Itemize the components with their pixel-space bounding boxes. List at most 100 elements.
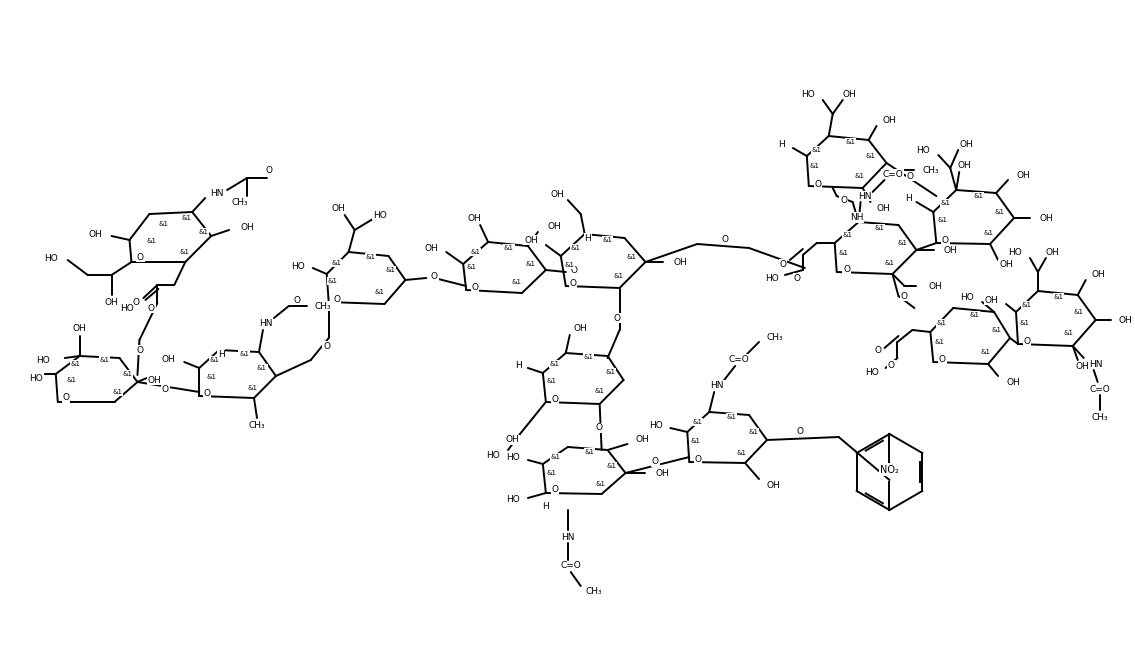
Text: OH: OH [1046, 247, 1060, 256]
Text: H: H [585, 233, 591, 242]
Text: &1: &1 [875, 225, 884, 231]
Text: O: O [651, 457, 659, 466]
Text: OH: OH [1040, 213, 1053, 222]
Text: &1: &1 [991, 327, 1001, 333]
Text: &1: &1 [983, 230, 993, 236]
Text: &1: &1 [690, 438, 700, 444]
Text: O: O [695, 455, 701, 463]
Text: H: H [905, 194, 911, 202]
Text: &1: &1 [466, 264, 477, 270]
Text: H: H [543, 502, 549, 511]
Text: O: O [62, 393, 69, 402]
Text: &1: &1 [936, 320, 947, 326]
Text: OH: OH [524, 236, 538, 244]
Text: &1: &1 [596, 481, 606, 487]
Text: HN: HN [561, 532, 574, 541]
Text: OH: OH [767, 481, 781, 490]
Text: &1: &1 [571, 245, 581, 251]
Text: &1: &1 [585, 449, 595, 455]
Text: &1: &1 [812, 147, 822, 153]
Text: O: O [840, 196, 847, 205]
Text: &1: &1 [375, 289, 385, 295]
Text: &1: &1 [969, 312, 980, 318]
Text: OH: OH [1076, 362, 1090, 371]
Text: &1: &1 [504, 245, 514, 251]
Text: &1: &1 [809, 163, 819, 169]
Text: &1: &1 [112, 389, 123, 395]
Text: CH₃: CH₃ [1092, 413, 1108, 421]
Text: CH₃: CH₃ [767, 333, 783, 342]
Text: O: O [843, 264, 850, 273]
Text: &1: &1 [386, 267, 395, 273]
Text: OH: OH [424, 244, 438, 253]
Text: OH: OH [883, 116, 897, 125]
Text: &1: &1 [994, 209, 1004, 215]
Text: H: H [218, 349, 225, 359]
Text: HO: HO [506, 495, 520, 505]
Text: &1: &1 [898, 240, 908, 246]
Text: O: O [722, 234, 729, 244]
Text: &1: &1 [159, 221, 168, 227]
Text: OH: OH [843, 90, 857, 98]
Text: O: O [874, 346, 881, 355]
Text: NO₂: NO₂ [880, 465, 899, 475]
Text: CH₃: CH₃ [232, 198, 249, 207]
Text: &1: &1 [884, 260, 894, 266]
Text: O: O [137, 253, 144, 262]
Text: HO: HO [801, 90, 815, 98]
Text: &1: &1 [123, 371, 133, 377]
Text: &1: &1 [182, 215, 192, 221]
Text: O: O [595, 424, 603, 433]
Text: HO: HO [917, 145, 931, 154]
Text: OH: OH [1092, 269, 1105, 278]
Text: &1: &1 [199, 229, 208, 235]
Text: &1: &1 [1022, 302, 1032, 308]
Text: OH: OH [104, 298, 118, 306]
Text: HO: HO [30, 373, 43, 382]
Text: OH: OH [331, 203, 345, 213]
Text: O: O [797, 428, 804, 437]
Text: HN: HN [1088, 360, 1102, 368]
Text: HO: HO [36, 355, 50, 364]
Text: &1: &1 [526, 261, 536, 267]
Text: OH: OH [161, 355, 175, 364]
Text: OH: OH [673, 258, 687, 267]
Text: &1: &1 [938, 217, 948, 223]
Text: HO: HO [372, 211, 387, 220]
Text: &1: &1 [547, 378, 557, 384]
Text: &1: &1 [627, 254, 637, 260]
Text: &1: &1 [606, 369, 615, 375]
Text: &1: &1 [470, 249, 480, 255]
Text: &1: &1 [550, 454, 561, 460]
Text: O: O [793, 273, 800, 282]
Text: OH: OH [241, 222, 254, 231]
Text: &1: &1 [179, 249, 190, 255]
Text: O: O [323, 342, 330, 351]
Text: &1: &1 [973, 193, 983, 199]
Text: &1: &1 [614, 273, 623, 279]
Text: &1: &1 [547, 470, 557, 476]
Text: HO: HO [486, 452, 501, 461]
Text: O: O [334, 295, 340, 304]
Text: &1: &1 [846, 139, 856, 145]
Text: &1: &1 [866, 153, 875, 159]
Text: O: O [613, 313, 620, 322]
Text: &1: &1 [842, 232, 852, 238]
Text: OH: OH [573, 324, 588, 333]
Text: &1: &1 [583, 354, 594, 360]
Text: O: O [162, 384, 169, 393]
Text: OH: OH [957, 160, 972, 169]
Text: OH: OH [550, 189, 565, 198]
Text: OH: OH [89, 229, 102, 238]
Text: &1: &1 [549, 361, 560, 367]
Text: C=O: C=O [1090, 384, 1110, 393]
Text: &1: &1 [209, 357, 219, 363]
Text: H: H [515, 360, 522, 370]
Text: OH: OH [73, 324, 86, 333]
Text: OH: OH [959, 140, 973, 149]
Text: O: O [780, 260, 787, 269]
Text: O: O [1024, 337, 1031, 346]
Text: O: O [472, 282, 479, 291]
Text: O: O [907, 171, 914, 180]
Text: O: O [148, 304, 154, 313]
